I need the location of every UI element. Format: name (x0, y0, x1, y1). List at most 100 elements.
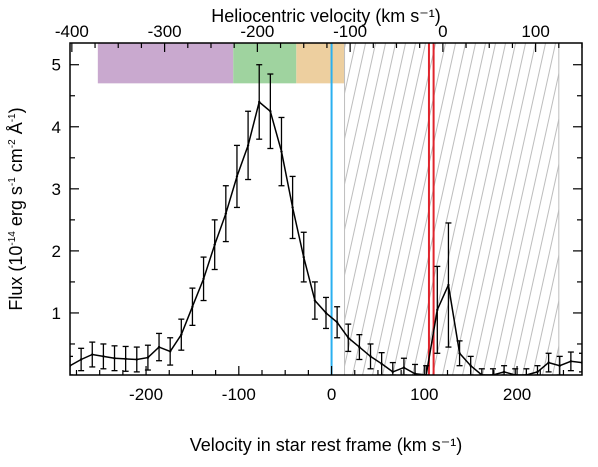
y-tick-label: 4 (52, 118, 61, 137)
hatch-line (344, 43, 387, 232)
data-point (458, 352, 461, 355)
data-point (536, 370, 539, 374)
hatch-line (83, 43, 156, 375)
x-tick-label: -100 (222, 385, 256, 404)
hatch-line (23, 43, 96, 375)
hatch-line (153, 43, 226, 375)
hatch-line (193, 43, 266, 375)
reference-lines (330, 43, 435, 375)
hatch-line (502, 116, 559, 375)
hatch-line (263, 43, 336, 375)
hatch-line (432, 43, 507, 375)
hatch-line (482, 43, 557, 375)
data-point (380, 362, 383, 366)
data-point (502, 370, 506, 374)
y-title-part-e: ) (6, 107, 26, 113)
hatch-line (344, 43, 377, 187)
data-point (369, 355, 372, 358)
hatch-line (442, 43, 517, 375)
hatch-line (163, 43, 236, 375)
plot-frame (69, 42, 583, 376)
error-bars (70, 64, 582, 375)
data-point (391, 370, 394, 374)
data-point (436, 308, 439, 312)
hatch-line (203, 43, 276, 375)
data-point (135, 358, 138, 361)
band-1 (233, 43, 297, 84)
hatch-line (243, 43, 316, 375)
flux-series (70, 100, 582, 375)
y-title-exp-a: -14 (7, 231, 18, 246)
hatch-line (33, 43, 106, 375)
data-point (558, 364, 561, 367)
data-point (124, 357, 127, 361)
data-point (269, 110, 272, 113)
hatch-line (63, 43, 136, 375)
data-point (469, 364, 472, 367)
hatch-line (173, 43, 246, 375)
hatch-lines (23, 43, 559, 375)
hatch-line (402, 43, 477, 375)
x-tick-label: 200 (503, 385, 531, 404)
y-title-part-a: Flux (10 (6, 246, 26, 311)
y-tick-label: 2 (52, 242, 61, 261)
data-point (246, 144, 250, 147)
hatch-line (412, 43, 487, 375)
error-bar (579, 352, 582, 373)
hatch-line (552, 344, 559, 375)
hatch-line (344, 43, 367, 141)
data-point (291, 206, 294, 209)
data-point (146, 356, 150, 359)
y-title-part-b: erg s (6, 186, 26, 231)
top-tick-label: -400 (55, 22, 89, 41)
top-tick-label: -300 (148, 22, 182, 41)
hatch-line (103, 43, 176, 375)
hatch-line (362, 43, 437, 375)
data-point (402, 366, 406, 369)
hatch-line (93, 43, 166, 375)
hatch-line (382, 43, 457, 375)
data-point (347, 336, 350, 339)
y-tick-label: 3 (52, 180, 61, 199)
y-title-part-c: cm (6, 148, 26, 177)
y-tick-label: 5 (52, 56, 61, 75)
x-tick-label: -200 (129, 385, 163, 404)
error-bar (501, 365, 508, 375)
hatch-line (344, 43, 407, 323)
data-point (235, 175, 239, 178)
data-point (258, 100, 261, 104)
hatch-line (344, 43, 397, 278)
data-point (213, 243, 216, 246)
data-point (202, 277, 205, 281)
y-axis-title: Flux (10-14 erg s-1 cm-2 Å-1) (6, 107, 26, 310)
data-point (335, 321, 339, 324)
data-point (358, 345, 361, 349)
data-point (224, 212, 228, 215)
data-point (191, 305, 194, 308)
hatch-line (143, 43, 216, 375)
hatch-line (452, 43, 527, 375)
hatch-line (542, 298, 559, 375)
hatch-line (532, 253, 559, 375)
top-tick-label: 100 (521, 22, 549, 41)
top-tick-label: 0 (438, 22, 447, 41)
bottom-tick-labels: -200 -100 0 100 200 (129, 385, 531, 404)
hatch-line (53, 43, 126, 375)
error-bar (70, 355, 73, 375)
x-tick-label: 100 (410, 385, 438, 404)
data-point (113, 357, 116, 360)
data-point (280, 150, 283, 153)
axis-ticks (70, 43, 583, 375)
data-point (180, 333, 183, 336)
data-point (547, 361, 550, 364)
hatch-line (512, 162, 559, 375)
data-point (302, 255, 305, 259)
y-title-part-d: Å (6, 122, 26, 139)
band-0 (97, 43, 234, 84)
data-point (324, 311, 328, 315)
y-title-exp-d: -1 (7, 113, 18, 122)
hatch-line (492, 71, 559, 375)
hatched-region (23, 43, 560, 375)
y-tick-label: 1 (52, 304, 61, 323)
data-point (91, 353, 94, 356)
